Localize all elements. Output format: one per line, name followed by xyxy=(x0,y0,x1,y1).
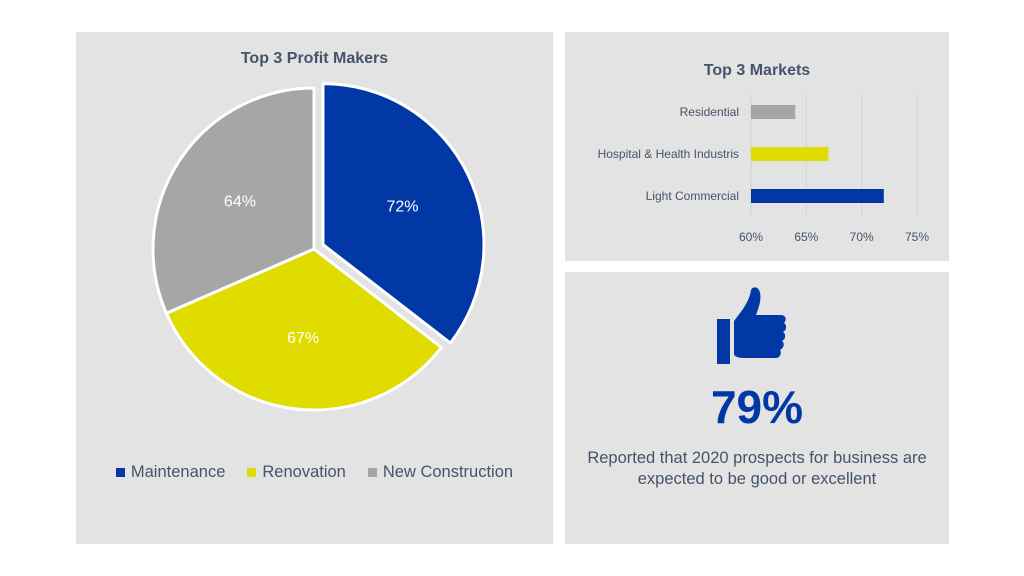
pie-legend: Maintenance Renovation New Construction xyxy=(76,463,553,482)
bar-category-label-residential: Residential xyxy=(680,105,739,119)
bar-light-commercial xyxy=(751,189,884,203)
bar-chart-panel: Top 3 Markets Residential Hospital & Heal… xyxy=(565,32,949,261)
thumbs-up-icon xyxy=(717,287,787,364)
pie-label-new-construction: 64% xyxy=(224,193,256,210)
bar-hospital-health-industris xyxy=(751,147,829,161)
legend-swatch-renovation xyxy=(247,468,257,477)
stat-caption-line-2: expected to be good or excellent xyxy=(637,470,877,488)
bar-category-label-hospital-health-industris: Hospital & Health Industris xyxy=(598,147,739,161)
bar-residential xyxy=(751,105,796,119)
bar-chart-title: Top 3 Markets xyxy=(703,62,811,79)
stat-panel: 79% Reported that 2020 prospects for bus… xyxy=(565,272,949,544)
stat-caption: Reported that 2020 prospects for busines… xyxy=(565,448,949,490)
pie-chart-panel: Top 3 Profit Makers 72% 67% 64% Maintenanc… xyxy=(76,32,553,544)
bar-tick-label: 75% xyxy=(905,230,929,244)
bar-tick-label: 70% xyxy=(850,230,874,244)
legend-item-maintenance: Maintenance xyxy=(115,463,226,482)
bar-tick-label: 60% xyxy=(739,230,763,244)
pie-label-renovation: 67% xyxy=(287,330,319,347)
legend-label-new-construction: New Construction xyxy=(382,463,514,481)
legend-swatch-maintenance xyxy=(115,468,125,477)
legend-item-renovation: Renovation xyxy=(247,463,346,482)
legend-item-new-construction: New Construction xyxy=(367,463,514,482)
stat-caption-line-1: Reported that 2020 prospects for busines… xyxy=(587,449,927,467)
pie-slice-renovation xyxy=(164,247,443,412)
legend-swatch-new-construction xyxy=(367,468,377,477)
bar-tick-label: 65% xyxy=(794,230,818,244)
pie-chart: 72% 67% 64% xyxy=(151,82,486,412)
legend-label-maintenance: Maintenance xyxy=(130,463,226,481)
stat-value: 79% xyxy=(710,381,804,433)
bar-chart: Residential Hospital & Health Industris Li… xyxy=(598,94,929,244)
pie-label-maintenance: 72% xyxy=(386,199,418,216)
legend-label-renovation: Renovation xyxy=(262,463,346,481)
pie-slice-maintenance xyxy=(321,82,486,345)
pie-slice-new-construction xyxy=(151,86,316,315)
bar-category-label-light-commercial: Light Commercial xyxy=(646,189,739,203)
pie-chart-title: Top 3 Profit Makers xyxy=(240,50,389,67)
